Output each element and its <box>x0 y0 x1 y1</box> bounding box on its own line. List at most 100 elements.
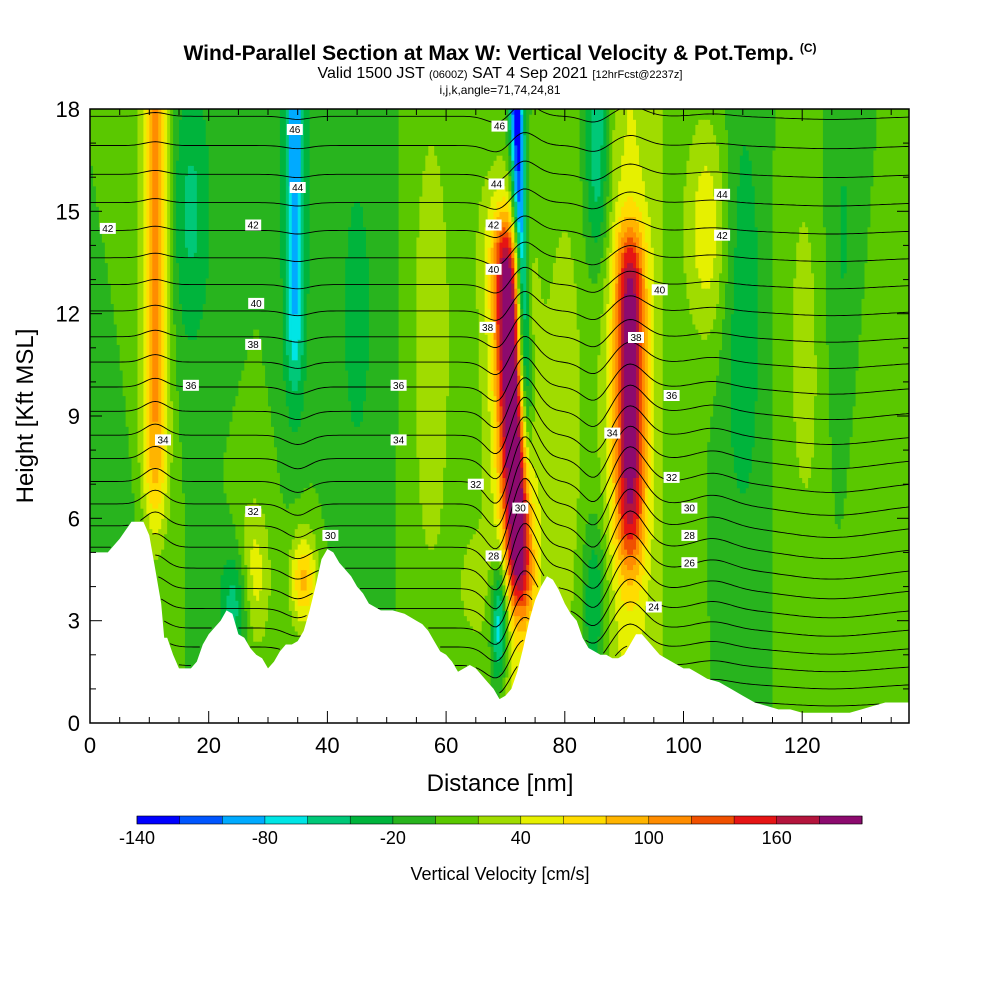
field-cell <box>594 282 599 514</box>
field-cell <box>585 584 590 627</box>
field-cell <box>837 109 842 530</box>
field-cell <box>226 502 231 560</box>
field-cell <box>125 109 130 427</box>
field-cell <box>419 195 423 504</box>
field-cell <box>603 236 607 279</box>
field-cell <box>493 554 498 571</box>
field-cell <box>291 431 296 504</box>
field-cell <box>146 482 150 514</box>
colorbar-swatch <box>819 816 863 824</box>
field-cell <box>279 109 284 279</box>
contour-label-bg <box>485 263 502 275</box>
field-cell <box>490 625 495 647</box>
field-cell <box>520 421 524 438</box>
field-cell <box>799 226 803 478</box>
field-cell <box>733 109 738 248</box>
field-cell <box>511 257 515 269</box>
field-cell <box>633 513 637 535</box>
theta-contour <box>90 314 909 348</box>
field-cell <box>460 569 465 601</box>
field-cell <box>499 518 504 540</box>
field-cell <box>600 313 604 494</box>
field-cell <box>187 165 192 258</box>
field-cell <box>101 109 106 243</box>
field-cell <box>520 109 524 115</box>
field-cell <box>484 595 489 723</box>
field-cell <box>727 109 732 723</box>
field-cell <box>496 661 501 678</box>
field-cell <box>517 589 521 601</box>
field-cell <box>558 109 563 238</box>
field-cell <box>627 569 631 586</box>
field-cell <box>190 257 195 340</box>
field-cell <box>641 543 646 576</box>
field-cell <box>597 109 601 197</box>
field-cell <box>811 456 815 723</box>
theta-contour <box>90 188 909 210</box>
field-cell <box>508 155 512 177</box>
field-cell <box>704 288 708 340</box>
field-cell <box>104 109 109 264</box>
field-cell <box>707 615 711 723</box>
field-cell <box>517 201 521 223</box>
field-cell <box>615 252 619 284</box>
field-cell <box>407 109 412 723</box>
field-cell <box>193 170 198 253</box>
field-cell <box>499 656 504 673</box>
field-cell <box>529 109 533 115</box>
field-cell <box>253 497 257 540</box>
field-cell <box>511 139 515 161</box>
field-cell <box>288 380 293 427</box>
field-cell <box>247 502 251 601</box>
field-cell <box>517 339 521 361</box>
field-cell <box>300 538 305 555</box>
field-cell <box>825 344 830 723</box>
field-cell <box>849 436 854 723</box>
field-cell <box>630 262 634 279</box>
field-cell <box>612 589 616 723</box>
contour-label: 38 <box>630 333 642 344</box>
field-cell <box>437 165 441 535</box>
field-cell <box>523 421 527 438</box>
field-cell <box>624 201 628 218</box>
field-cell <box>828 109 833 438</box>
field-cell <box>446 395 450 723</box>
field-cell <box>644 487 649 550</box>
field-cell <box>137 462 142 550</box>
field-cell <box>710 416 714 683</box>
field-cell <box>517 109 521 171</box>
field-cell <box>478 109 483 202</box>
field-cell <box>428 109 432 146</box>
field-cell <box>621 109 625 156</box>
field-cell <box>229 109 234 422</box>
field-cell <box>579 180 584 723</box>
field-cell <box>490 221 495 248</box>
field-cell <box>630 226 634 238</box>
field-cell <box>282 502 287 723</box>
field-cell <box>873 149 877 723</box>
field-cell <box>630 523 634 540</box>
field-cell <box>244 359 248 514</box>
y-tick-label: 0 <box>68 711 80 736</box>
field-cell <box>443 109 447 223</box>
field-cell <box>615 201 619 228</box>
field-cell <box>523 477 527 494</box>
field-cell <box>662 109 667 723</box>
field-cell <box>725 109 729 131</box>
field-cell <box>858 334 863 723</box>
field-cell <box>630 584 634 612</box>
y-axis-label: Height [Kft MSL] <box>12 329 39 504</box>
field-cell <box>704 339 708 723</box>
field-cell <box>627 216 631 228</box>
field-cell <box>736 487 741 723</box>
field-cell <box>137 109 142 463</box>
field-cell <box>769 109 774 723</box>
field-cell <box>808 109 812 243</box>
field-cell <box>434 109 438 156</box>
field-cell <box>638 165 643 212</box>
contour-label: 42 <box>248 221 260 232</box>
field-cell <box>621 538 625 555</box>
theta-contour <box>90 215 909 238</box>
field-cell <box>511 559 515 576</box>
field-cell <box>454 109 459 723</box>
